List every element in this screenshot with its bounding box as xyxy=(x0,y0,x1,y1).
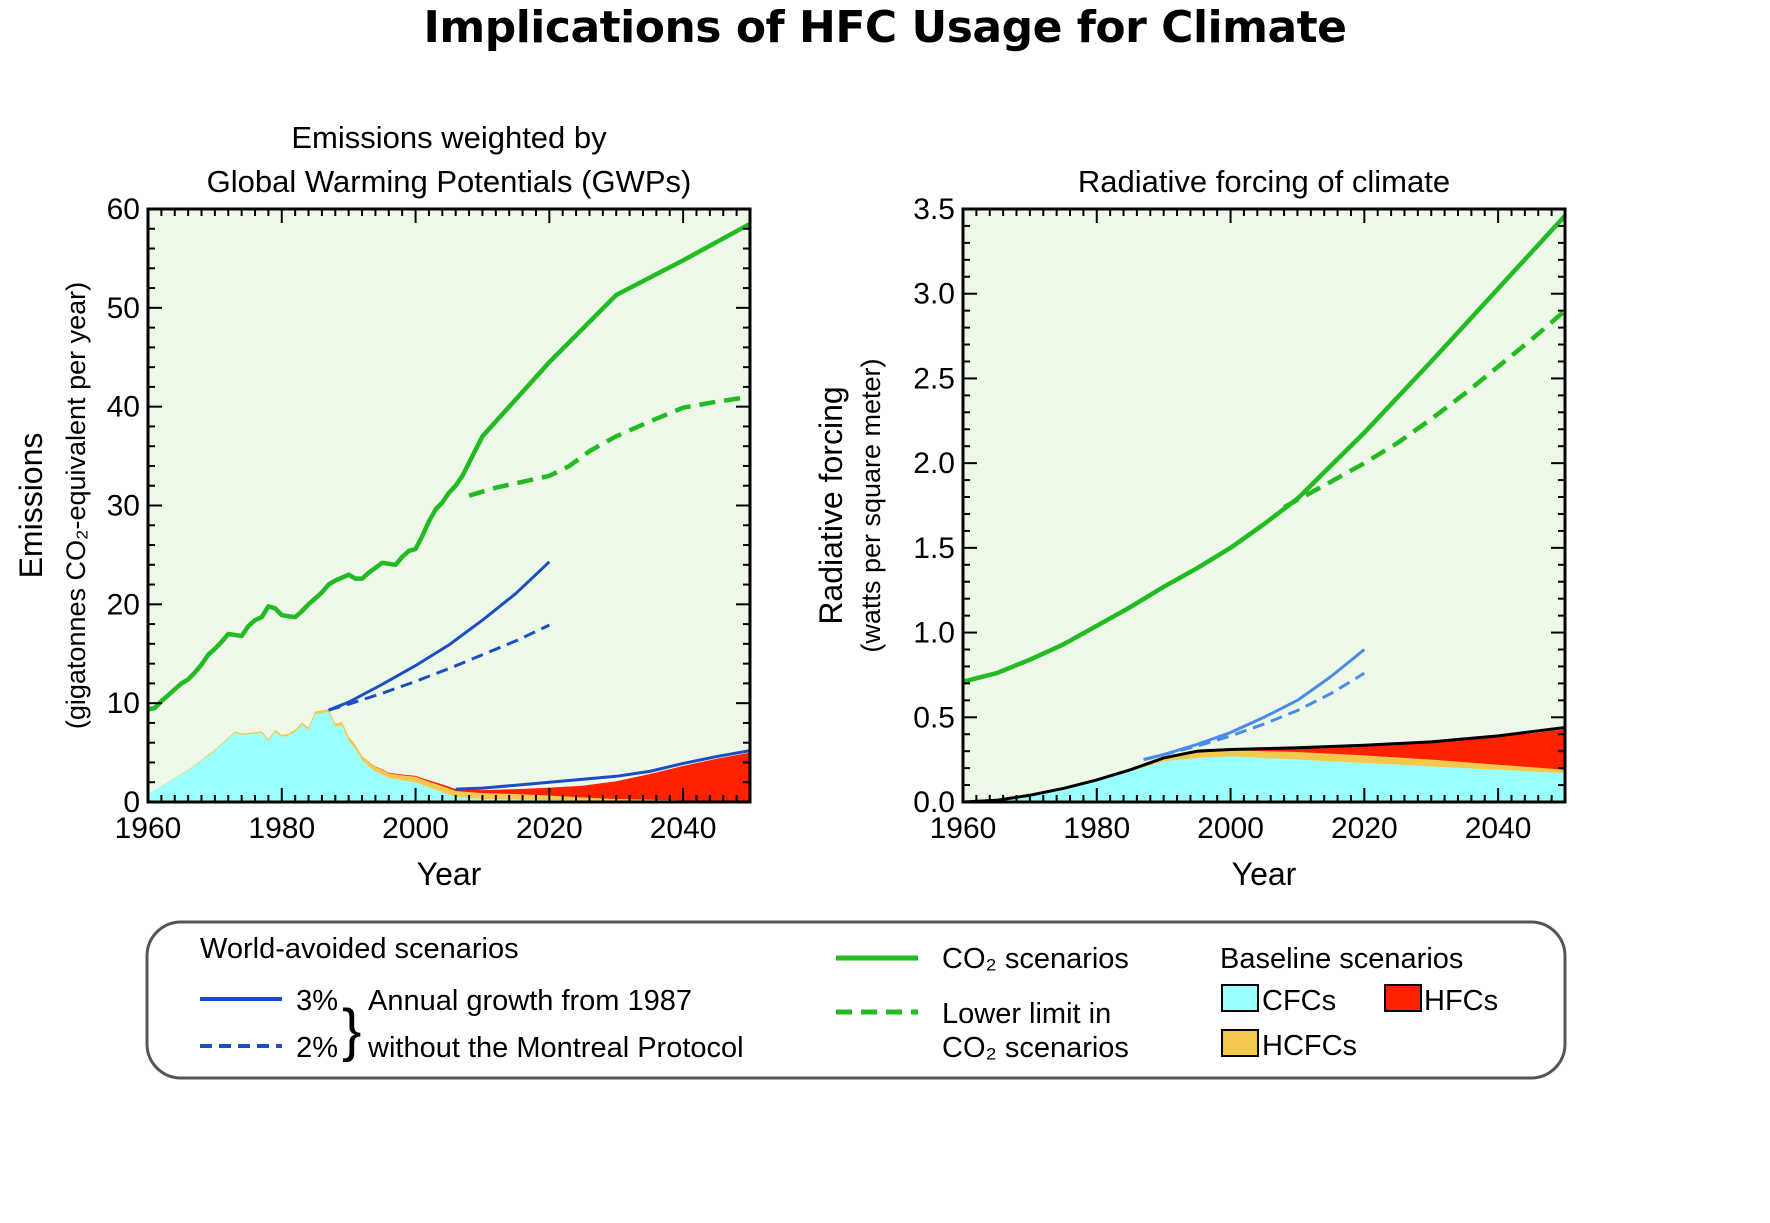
legend-cfcs: CFCs xyxy=(1262,985,1336,1017)
x-axis-label: Year xyxy=(1232,856,1297,892)
legend-co2-scenarios: CO₂ scenarios xyxy=(942,943,1129,975)
y-tick-label: 2.5 xyxy=(913,362,955,395)
x-tick-label: 1960 xyxy=(115,812,182,845)
series-annual-growth-from-1987-without-the-montreal-protocol-2-dashed xyxy=(328,623,550,712)
y-tick-label: 10 xyxy=(107,687,140,720)
y-tick-label: 2.0 xyxy=(913,447,955,480)
y-axis-label: Radiative forcing xyxy=(813,386,849,624)
x-tick-label: 2000 xyxy=(382,812,449,845)
series-co-scenarios xyxy=(147,221,752,712)
series-baseline-total xyxy=(455,749,751,791)
emissions-chart: 1960 1980 2000 2020 2040 0 10 20 30 40 50 60 Year Emi… xyxy=(13,120,752,892)
y-tick-label: 0.0 xyxy=(913,786,955,819)
area-hfcs xyxy=(963,729,1565,802)
y-tick-label: 30 xyxy=(107,490,140,523)
x-axis-label: Year xyxy=(417,856,482,892)
x-tick-label: 2040 xyxy=(650,812,717,845)
legend-lower-limit-line2: CO₂ scenarios xyxy=(942,1032,1129,1064)
plot-background xyxy=(148,209,750,802)
y-tick-label: 0.5 xyxy=(913,701,955,734)
series-annual-growth-from-1987-without-the-montreal-protocol-3 xyxy=(328,560,551,712)
legend-hfcs: HFCs xyxy=(1424,985,1498,1017)
y-tick-label: 50 xyxy=(107,292,140,325)
x-tick-label: 2000 xyxy=(1197,812,1264,845)
main-title: Implications of HFC Usage for Climate xyxy=(423,2,1347,53)
legend-cfc-swatch xyxy=(1221,984,1259,1012)
area-hcfcs xyxy=(963,750,1565,802)
legend-baseline-heading: Baseline scenarios xyxy=(1220,943,1463,975)
x-tick-label: 1980 xyxy=(248,812,315,845)
y-tick-label: 20 xyxy=(107,588,140,621)
legend-growth-line1: Annual growth from 1987 xyxy=(368,985,692,1017)
legend-2pct-label: 2% xyxy=(296,1032,338,1064)
series-baseline-total xyxy=(962,725,1566,804)
area-cfcs xyxy=(963,756,1565,802)
y-tick-label: 60 xyxy=(107,193,140,226)
chart-title: Global Warming Potentials (GWPs) xyxy=(207,164,692,199)
y-axis-sublabel: (watts per square meter) xyxy=(856,358,886,652)
legend-box xyxy=(145,920,1567,1080)
chart-title: Emissions weighted by xyxy=(291,120,607,155)
x-tick-label: 1980 xyxy=(1063,812,1130,845)
y-axis-label: Emissions xyxy=(13,433,49,579)
y-tick-label: 1.5 xyxy=(913,532,955,565)
y-tick-label: 1.0 xyxy=(913,617,955,650)
series-lower-limit-in-co-scenarios-dashed xyxy=(1282,308,1567,510)
legend-hcfc-swatch xyxy=(1221,1029,1259,1057)
legend-3pct-label: 3% xyxy=(296,985,338,1017)
radiative-forcing-chart: 1960 1980 2000 2020 2040 0.0 0.5 1.0 1.5 2.0 2.5 3.… xyxy=(813,164,1567,892)
plot-background xyxy=(963,209,1565,802)
y-tick-label: 3.5 xyxy=(913,193,955,226)
legend: World-avoided scenarios 3% 2%} Annual growt… xyxy=(145,920,1567,1080)
legend-hfc-swatch xyxy=(1384,984,1422,1012)
series-co-scenarios xyxy=(962,214,1567,684)
legend-growth-line2: without the Montreal Protocol xyxy=(367,1032,744,1064)
y-tick-label: 3.0 xyxy=(913,278,955,311)
x-tick-label: 2020 xyxy=(1331,812,1398,845)
area-cfcs xyxy=(148,712,750,802)
legend-brace: } xyxy=(342,998,361,1063)
y-tick-label: 0 xyxy=(123,786,140,819)
y-axis-sublabel: (gigatonnes CO₂-equivalent per year) xyxy=(61,282,91,729)
series-lower-limit-in-co-scenarios-dashed xyxy=(468,394,751,498)
legend-world-avoided-heading: World-avoided scenarios xyxy=(200,933,519,965)
legend-lower-limit-line1: Lower limit in xyxy=(942,998,1111,1030)
y-tick-label: 40 xyxy=(107,391,140,424)
x-tick-label: 2020 xyxy=(516,812,583,845)
chart-title: Radiative forcing of climate xyxy=(1078,164,1450,199)
plot-frame xyxy=(961,207,1567,804)
x-tick-label: 1960 xyxy=(930,812,997,845)
legend-hcfcs: HCFCs xyxy=(1262,1030,1357,1062)
x-tick-label: 2040 xyxy=(1465,812,1532,845)
area-hfcs xyxy=(148,709,750,802)
series-annual-growth-from-1987-without-the-montreal-protocol-2-dashed xyxy=(1143,671,1366,762)
